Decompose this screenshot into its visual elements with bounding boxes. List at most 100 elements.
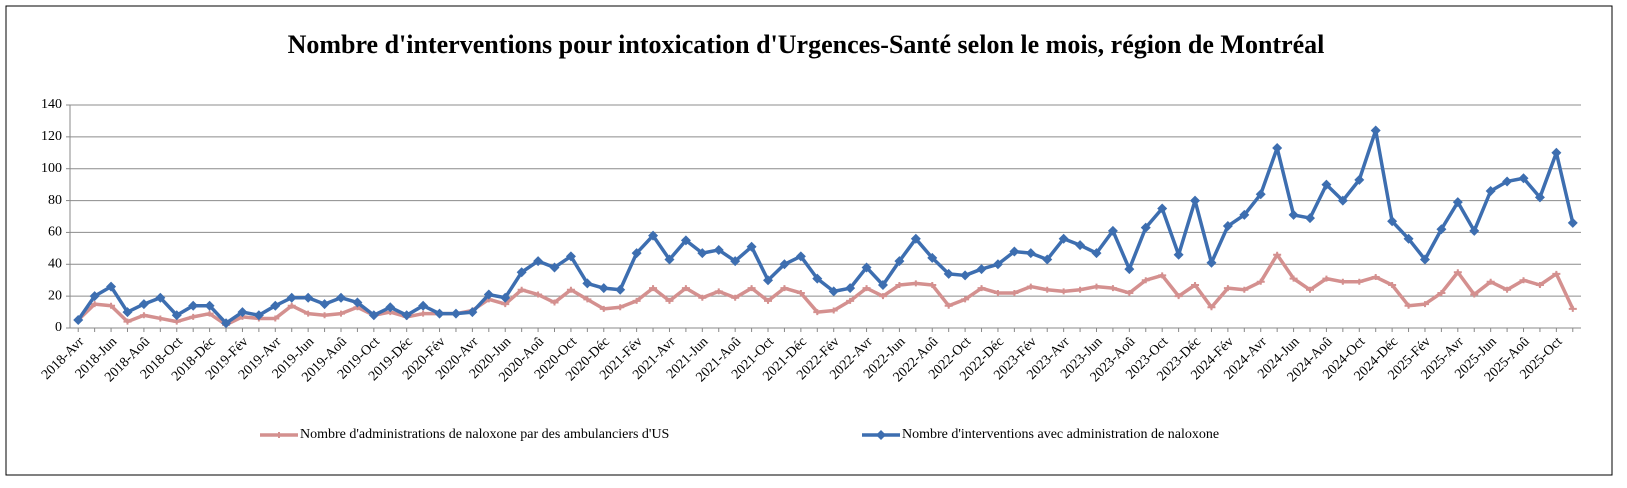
point: [1388, 281, 1397, 288]
point: [500, 292, 511, 303]
point: [731, 294, 740, 301]
point: [1125, 289, 1134, 296]
point: [961, 296, 970, 303]
point: [944, 302, 953, 309]
point: [1043, 286, 1052, 293]
point: [977, 285, 986, 292]
y-tick-label: 0: [55, 320, 62, 335]
point: [1157, 203, 1168, 214]
point: [1239, 209, 1250, 220]
point: [1337, 195, 1348, 206]
point: [1174, 293, 1183, 300]
point: [1387, 216, 1398, 227]
point: [993, 289, 1002, 296]
point: [549, 262, 560, 273]
point: [1158, 272, 1167, 279]
point: [565, 251, 576, 262]
point: [812, 273, 823, 284]
point: [156, 315, 165, 322]
point: [1288, 209, 1299, 220]
point: [796, 289, 805, 296]
point: [73, 315, 84, 326]
point: [171, 310, 182, 321]
point: [1025, 248, 1036, 259]
point: [878, 293, 887, 300]
point: [1206, 257, 1217, 268]
point: [1026, 283, 1035, 290]
point: [648, 230, 659, 241]
point: [419, 310, 428, 317]
point: [598, 283, 609, 294]
point: [1306, 286, 1315, 293]
point: [632, 297, 641, 304]
point: [1124, 264, 1135, 275]
point: [1552, 270, 1561, 277]
y-tick-label: 60: [48, 225, 62, 240]
point: [1223, 285, 1232, 292]
point: [697, 248, 708, 259]
point: [1420, 301, 1429, 308]
point: [418, 300, 429, 311]
point: [1436, 224, 1447, 235]
point: [779, 259, 790, 270]
point: [1190, 195, 1201, 206]
point: [1486, 278, 1495, 285]
y-tick-label: 100: [41, 161, 62, 176]
legend-marker: [876, 430, 886, 440]
point: [1404, 302, 1413, 309]
point: [877, 279, 888, 290]
point: [1322, 275, 1331, 282]
point: [698, 294, 707, 301]
point: [1075, 240, 1086, 251]
point: [730, 256, 741, 267]
point: [303, 292, 314, 303]
point: [1059, 288, 1068, 295]
point: [450, 308, 461, 319]
point: [1502, 176, 1513, 187]
y-tick-label: 80: [48, 193, 62, 208]
y-tick-label: 40: [48, 257, 62, 272]
point: [1370, 125, 1381, 136]
point: [615, 284, 626, 295]
point: [1338, 278, 1347, 285]
point: [1141, 277, 1150, 284]
point: [107, 302, 116, 309]
point: [90, 301, 99, 308]
point: [927, 252, 938, 263]
point: [89, 291, 100, 302]
point: [534, 291, 543, 298]
point: [286, 292, 297, 303]
point: [1519, 277, 1528, 284]
point: [434, 308, 445, 319]
point: [746, 241, 757, 252]
point: [139, 312, 148, 319]
point: [533, 256, 544, 267]
point: [895, 281, 904, 288]
chart-title: Nombre d'interventions pour intoxication…: [288, 30, 1325, 59]
point: [1140, 222, 1151, 233]
point: [1092, 283, 1101, 290]
point: [583, 296, 592, 303]
point: [385, 302, 396, 313]
point: [320, 312, 329, 319]
point: [1240, 286, 1249, 293]
point: [846, 297, 855, 304]
point: [1551, 147, 1562, 158]
point: [763, 275, 774, 286]
point: [106, 281, 117, 292]
point: [1222, 221, 1233, 232]
point: [221, 318, 232, 329]
point: [1091, 248, 1102, 259]
point: [304, 310, 313, 317]
point: [368, 310, 379, 321]
point: [335, 292, 346, 303]
point: [795, 251, 806, 262]
point: [1485, 186, 1496, 197]
point: [401, 310, 412, 321]
point: [516, 267, 527, 278]
point: [1076, 286, 1085, 293]
point: [1371, 274, 1380, 281]
point: [1534, 192, 1545, 203]
chart-frame: [5, 5, 1613, 476]
